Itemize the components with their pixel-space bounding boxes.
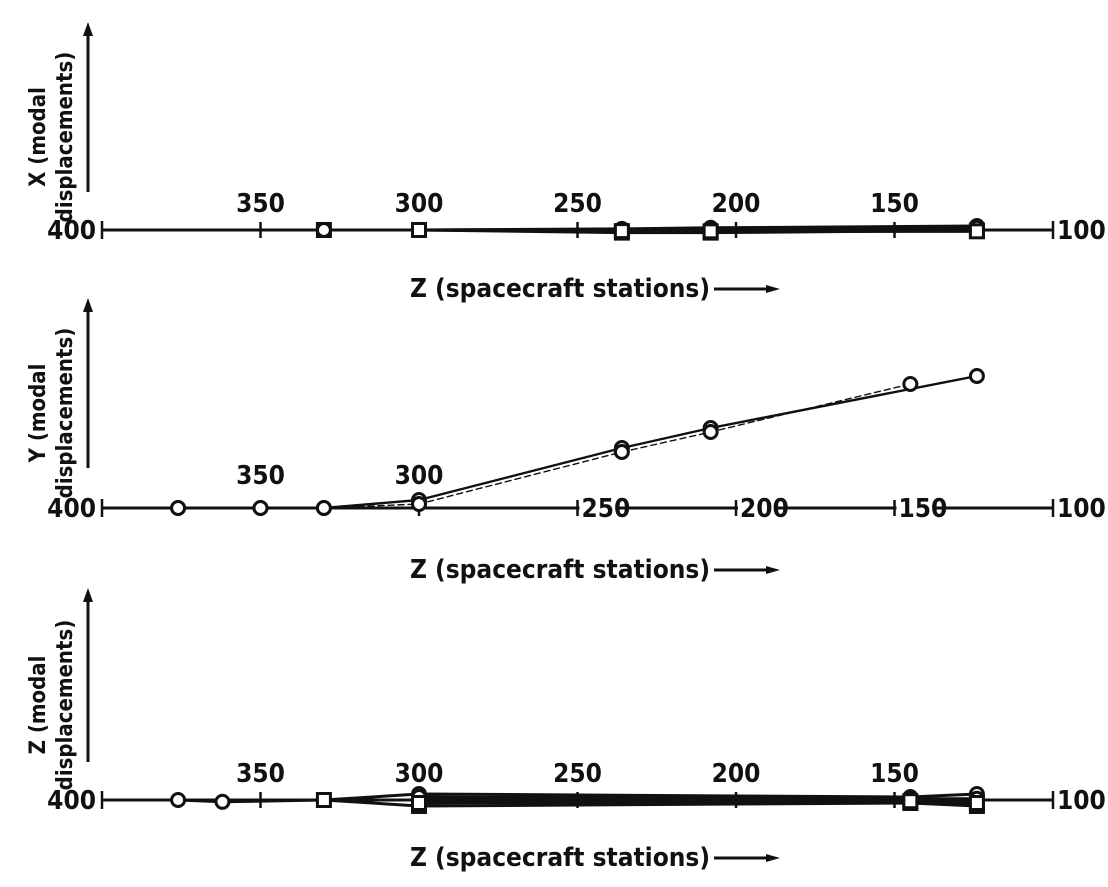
panel3-tick-label-150: 150: [870, 759, 919, 789]
panel3-ylabel-line2: displacements): [53, 620, 78, 791]
panel2-end-label-right: 100: [1057, 494, 1106, 524]
panel1-series-2-point-1: [315, 222, 332, 238]
panel2-series-2-point-6: [702, 424, 719, 440]
panel1-xlabel: Z (spacecraft stations): [410, 274, 710, 304]
panel1-end-label-left: 400: [47, 216, 96, 246]
panel1-ylabel-line1: X (modal: [26, 87, 51, 187]
panel3-y-axis-arrowhead: [83, 588, 93, 602]
panel1-series-4-point-2: [613, 223, 630, 240]
panel3-series-4-point-3: [968, 795, 985, 811]
panel3-series-2-line: [322, 798, 979, 808]
panel3-series-4-point-1: [411, 795, 427, 811]
panel1-series-4-point-1: [411, 222, 427, 238]
panel2-xlabel: Z (spacecraft stations): [410, 555, 710, 585]
panel1-series-4-point-4: [968, 223, 985, 240]
panel1-tick-label-200: 200: [712, 189, 761, 219]
panel2-ylabel-line2: displacements): [53, 328, 78, 499]
panel2-xlabel-arrowhead: [766, 566, 780, 574]
panel2-tick-label-bg-200: [738, 496, 778, 520]
panel3-series-1-point-1: [170, 792, 187, 808]
panel2-tick-label-bg-250: [579, 496, 620, 520]
panel2-ylabel-line1: Y (modal: [26, 364, 51, 464]
panel2-series-2-point-1: [170, 500, 187, 516]
panel3-tick-label-350: 350: [236, 759, 285, 789]
panel2-series-2-point-4: [411, 496, 427, 512]
panel3-tick-label-300: 300: [395, 759, 444, 789]
panel2-series-2-point-2: [252, 500, 269, 516]
panel1-tick-label-150: 150: [870, 189, 919, 219]
panel3-xlabel-arrowhead: [766, 854, 780, 862]
panel2-tick-label-bg-150: [896, 496, 937, 520]
panel1-end-label-right: 100: [1057, 216, 1106, 246]
panel3-xlabel: Z (spacecraft stations): [410, 843, 710, 873]
panel3-end-label-left: 400: [47, 786, 96, 816]
panel2-series-1-line: [176, 374, 979, 510]
panel1-y-axis-arrowhead: [83, 22, 93, 36]
panel2-series-1-point-7: [968, 368, 985, 384]
panel1-tick-label-300: 300: [395, 189, 444, 219]
panel3-ylabel-line1: Z (modal: [26, 656, 51, 755]
panel1-series-4-line: [417, 228, 979, 233]
panel1-series-4-point-3: [702, 223, 719, 240]
panel2-series-2-point-3: [315, 500, 332, 516]
panel1-tick-label-350: 350: [236, 189, 285, 219]
panel3-tick-label-250: 250: [553, 759, 602, 789]
panel3-end-label-right: 100: [1057, 786, 1106, 816]
panel1-ylabel-line2: displacements): [53, 52, 78, 223]
panel2-tick-label-350: 350: [236, 461, 285, 491]
panel2-tick-label-250: 250: [582, 494, 631, 524]
panel2-tick-label-150: 150: [899, 494, 948, 524]
panel1-tick-label-250: 250: [553, 189, 602, 219]
panel3-series-3-line: [417, 795, 979, 801]
panel2-series-2-line: [177, 383, 912, 509]
panel3-series-4-line: [417, 799, 979, 805]
panel2-tick-label-300: 300: [395, 461, 444, 491]
panel2-tick-label-200: 200: [740, 494, 789, 524]
panel2-end-label-left: 400: [47, 494, 96, 524]
panel1-xlabel-arrowhead: [766, 285, 780, 293]
panel2-y-axis-arrowhead: [83, 298, 93, 312]
panel2-series-2-point-7: [902, 376, 919, 392]
panel3-series-1-point-2: [214, 793, 231, 810]
panel3-tick-label-200: 200: [712, 759, 761, 789]
panel3-series-4-point-2: [902, 793, 919, 810]
panel3-series-2-point-1: [315, 792, 332, 808]
panel2-series-2-point-5: [613, 444, 630, 460]
